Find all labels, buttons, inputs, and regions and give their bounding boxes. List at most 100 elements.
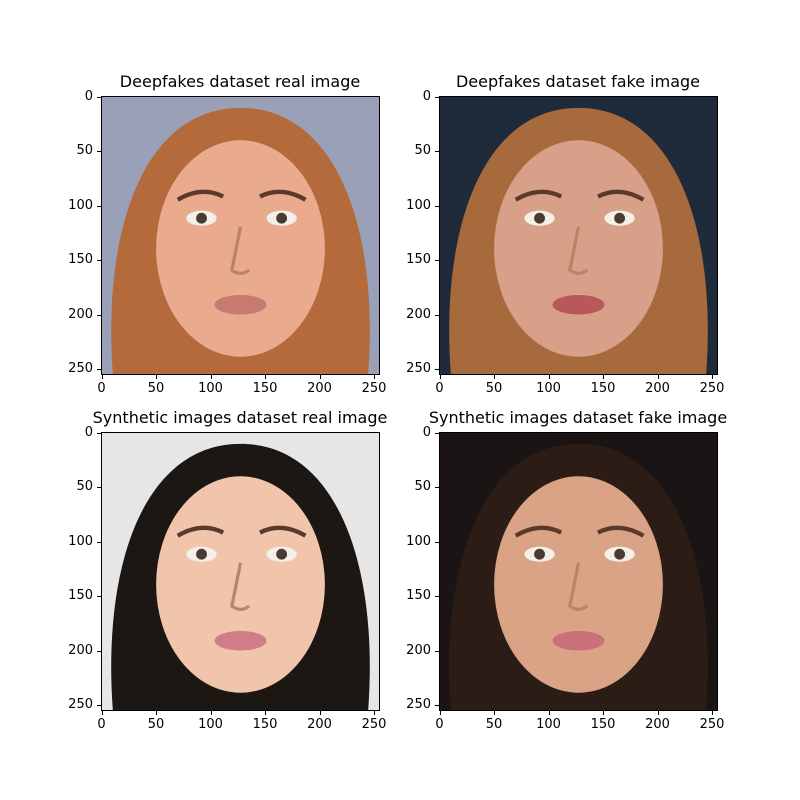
- y-tick-label: 150: [406, 588, 431, 604]
- y-tick-label: 150: [68, 588, 93, 604]
- right-iris: [614, 212, 626, 224]
- x-tick-label: 250: [361, 717, 387, 732]
- x-tick-label: 0: [97, 381, 106, 396]
- x-tick-mark: [101, 711, 103, 715]
- y-tick-label: 0: [84, 88, 93, 104]
- y-tick-mark: [97, 596, 101, 598]
- right-iris: [276, 548, 288, 560]
- right-iris: [614, 548, 626, 560]
- x-tick-mark: [494, 375, 496, 379]
- x-tick-label: 100: [198, 717, 223, 732]
- face-image: [101, 96, 380, 375]
- x-tick-mark: [374, 375, 375, 379]
- panel-title: Deepfakes dataset real image: [119, 72, 361, 91]
- y-tick-mark: [97, 541, 101, 543]
- y-tick-mark: [435, 260, 439, 262]
- y-tick-mark: [435, 487, 439, 489]
- y-tick-mark: [97, 205, 101, 207]
- x-tick-label: 50: [485, 381, 503, 396]
- y-tick-mark: [435, 650, 439, 652]
- y-tick-mark: [435, 432, 439, 434]
- y-tick-label: 100: [68, 197, 93, 213]
- y-tick-mark: [435, 596, 439, 598]
- y-tick-mark: [435, 314, 439, 316]
- face-illustration: [440, 433, 717, 710]
- x-tick-mark: [657, 375, 659, 379]
- y-tick-label: 100: [68, 533, 93, 549]
- y-tick-label: 250: [68, 697, 93, 712]
- mouth: [552, 295, 605, 315]
- x-tick-label: 50: [485, 717, 503, 732]
- x-tick-mark: [101, 375, 103, 379]
- x-tick-label: 200: [307, 381, 332, 396]
- right-eyebrow: [259, 189, 307, 202]
- x-tick-label: 150: [252, 381, 278, 396]
- nose: [568, 562, 589, 611]
- y-tick-mark: [435, 541, 439, 543]
- x-tick-label: 100: [536, 381, 561, 396]
- x-tick-label: 200: [645, 381, 670, 396]
- right-eyebrow: [597, 525, 645, 538]
- x-tick-mark: [374, 711, 375, 715]
- nose: [230, 226, 251, 275]
- y-tick-mark: [435, 205, 439, 207]
- x-tick-mark: [439, 375, 441, 379]
- y-tick-mark: [435, 96, 439, 98]
- y-tick-label: 0: [422, 424, 431, 440]
- y-tick-mark: [97, 151, 101, 153]
- y-tick-label: 150: [68, 252, 93, 268]
- y-tick-mark: [435, 151, 439, 153]
- y-tick-label: 250: [68, 361, 93, 376]
- x-tick-mark: [265, 375, 267, 379]
- x-tick-label: 200: [307, 717, 332, 732]
- x-tick-label: 0: [97, 717, 106, 732]
- right-eyebrow: [597, 189, 645, 202]
- left-iris: [534, 548, 545, 560]
- right-eyebrow: [259, 525, 307, 538]
- y-tick-mark: [97, 705, 101, 706]
- left-eyebrow: [176, 189, 225, 202]
- x-tick-mark: [712, 711, 713, 715]
- face-illustration: [102, 433, 379, 710]
- y-tick-label: 50: [76, 143, 93, 159]
- y-tick-label: 200: [68, 306, 93, 322]
- left-eyebrow: [514, 525, 563, 538]
- x-tick-mark: [319, 375, 321, 379]
- x-tick-mark: [548, 711, 550, 715]
- left-eyebrow: [176, 525, 225, 538]
- nose: [568, 226, 589, 275]
- face-skin: [156, 476, 325, 693]
- x-tick-mark: [712, 375, 713, 379]
- y-tick-mark: [97, 650, 101, 652]
- y-tick-label: 200: [406, 642, 431, 658]
- y-tick-label: 50: [76, 479, 93, 495]
- x-tick-label: 150: [590, 381, 616, 396]
- y-tick-label: 250: [406, 361, 431, 376]
- x-tick-mark: [156, 375, 158, 379]
- x-tick-label: 0: [435, 381, 444, 396]
- y-tick-label: 0: [422, 88, 431, 104]
- y-tick-mark: [435, 705, 439, 706]
- left-eyebrow: [514, 189, 563, 202]
- x-tick-label: 150: [252, 717, 278, 732]
- y-tick-label: 200: [406, 306, 431, 322]
- left-iris: [196, 212, 207, 224]
- mouth: [214, 631, 267, 651]
- y-tick-mark: [97, 432, 101, 434]
- y-tick-label: 50: [414, 479, 431, 495]
- y-tick-mark: [97, 96, 101, 98]
- y-tick-mark: [97, 369, 101, 370]
- x-tick-mark: [319, 711, 321, 715]
- x-tick-label: 250: [361, 381, 387, 396]
- face-illustration: [102, 97, 379, 374]
- left-iris: [196, 548, 207, 560]
- face-skin: [156, 140, 325, 357]
- y-tick-label: 100: [406, 533, 431, 549]
- x-tick-mark: [657, 711, 659, 715]
- left-iris: [534, 212, 545, 224]
- face-skin: [494, 140, 663, 357]
- panel-title: Synthetic images dataset real image: [92, 408, 388, 427]
- y-tick-label: 100: [406, 197, 431, 213]
- x-tick-mark: [603, 711, 605, 715]
- x-tick-mark: [439, 711, 441, 715]
